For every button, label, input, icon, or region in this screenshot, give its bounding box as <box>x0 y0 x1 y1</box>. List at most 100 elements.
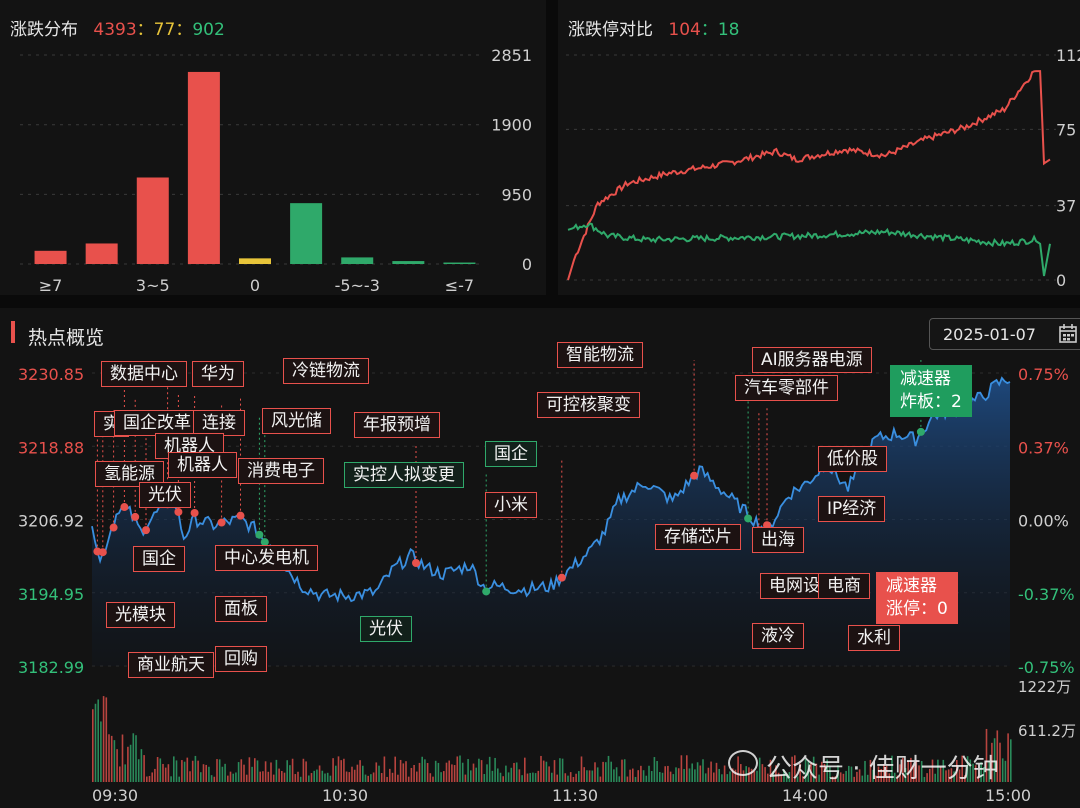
volume-bar <box>483 774 486 782</box>
volume-bar <box>772 770 774 782</box>
x-time-label: 14:00 <box>782 786 828 805</box>
hotspot-tag[interactable]: 电网设 <box>760 573 829 599</box>
hotspot-tag[interactable]: AI服务器电源 <box>752 347 872 373</box>
volume-bar <box>194 755 197 782</box>
hotspot-tag[interactable]: 国企 <box>133 546 185 572</box>
volume-bar <box>815 763 818 782</box>
x-time-label: 09:30 <box>92 786 138 805</box>
volume-bar <box>297 771 299 782</box>
hotspot-tag[interactable]: 机器人 <box>168 452 237 478</box>
hotspot-tag[interactable]: 回购 <box>215 646 267 672</box>
volume-bar <box>343 758 345 782</box>
volume-bar <box>534 773 537 782</box>
hotspot-tag[interactable]: 液冷 <box>752 623 804 649</box>
hotspot-tag[interactable]: 面板 <box>215 596 267 622</box>
calendar-icon[interactable] <box>1058 323 1078 345</box>
event-dot <box>217 518 226 527</box>
volume-bar <box>362 765 364 782</box>
volume-bar <box>731 768 734 782</box>
right-pct-tick: -0.75% <box>1018 658 1075 677</box>
volume-bar <box>232 773 234 782</box>
volume-bar <box>637 770 639 782</box>
hotspot-tag[interactable]: 光伏 <box>360 616 412 642</box>
hotspot-tag[interactable]: 年报预增 <box>354 412 440 438</box>
volume-bar <box>421 756 423 782</box>
hotspot-tag[interactable]: 光伏 <box>139 482 191 508</box>
hotspot-tag[interactable]: 消费电子 <box>238 458 324 484</box>
volume-bar <box>626 776 629 782</box>
hotspot-tag[interactable]: 商业航天 <box>128 652 214 678</box>
distribution-bar <box>136 177 169 264</box>
volume-bar <box>399 759 402 782</box>
hotspot-tag[interactable]: 电商 <box>818 573 870 599</box>
volume-bar <box>394 756 396 782</box>
reducer-broken-callout[interactable]: 减速器 炸板：2 <box>890 365 972 417</box>
event-dot <box>260 538 269 547</box>
volume-bar <box>942 759 945 782</box>
volume-bar <box>426 762 429 782</box>
volume-bar <box>102 696 105 782</box>
volume-bar <box>313 770 315 782</box>
volume-bar <box>283 772 286 782</box>
volume-bar <box>983 766 985 782</box>
volume-bar <box>105 697 108 782</box>
volume-bar <box>518 769 521 782</box>
volume-bar <box>416 771 418 782</box>
volume-bar <box>262 771 264 782</box>
volume-bar <box>1010 739 1012 782</box>
volume-bar <box>923 776 926 782</box>
volume-bar <box>669 771 672 782</box>
volume-bar <box>607 755 610 782</box>
hotspot-tag[interactable]: 数据中心 <box>101 361 187 387</box>
hotspot-tag[interactable]: 中心发电机 <box>215 545 318 571</box>
volume-bar <box>947 769 950 782</box>
hotspot-tag[interactable]: 水利 <box>848 625 900 651</box>
hotspot-tag[interactable]: 汽车零部件 <box>735 375 838 401</box>
volume-bar <box>291 758 294 782</box>
volume-bar <box>200 772 202 782</box>
volume-bar <box>181 760 183 782</box>
distribution-bar <box>443 262 476 264</box>
volume-bar <box>148 775 151 782</box>
volume-bar <box>248 757 251 782</box>
volume-bar <box>240 759 243 782</box>
volume-bar <box>407 776 410 782</box>
volume-bar <box>289 765 291 782</box>
hotspot-tag[interactable]: 低价股 <box>818 446 887 472</box>
reducer-limitup-callout[interactable]: 减速器 涨停：0 <box>876 572 958 624</box>
hotspot-tag[interactable]: 存储芯片 <box>655 524 741 550</box>
volume-bar <box>402 763 405 782</box>
volume-bar <box>108 734 110 782</box>
hotspot-tag[interactable]: 风光储 <box>262 408 331 434</box>
hotspot-tag[interactable]: IP经济 <box>818 496 886 522</box>
hotspot-tag[interactable]: 冷链物流 <box>283 358 369 384</box>
volume-bar <box>132 733 135 782</box>
hotspot-tag[interactable]: 智能物流 <box>557 342 643 368</box>
volume-bar <box>156 757 159 782</box>
volume-bar <box>375 762 378 782</box>
callout-line-1: 减速器 <box>886 576 937 596</box>
volume-bar <box>653 757 656 782</box>
volume-bar <box>391 772 394 782</box>
hotspot-tag[interactable]: 国企 <box>485 441 537 467</box>
volume-bar <box>224 763 226 782</box>
hotspot-tag[interactable]: 小米 <box>485 492 537 518</box>
volume-bar <box>189 771 191 782</box>
date-picker[interactable]: 2025-01-07 <box>929 318 1080 350</box>
volume-bar <box>799 763 801 782</box>
hotspot-tag[interactable]: 出海 <box>752 527 804 553</box>
volume-bar <box>162 763 164 782</box>
left-price-tick: 3218.88 <box>18 438 84 457</box>
distribution-bar <box>239 258 271 264</box>
volume-bar <box>575 773 577 782</box>
left-price-tick: 3206.92 <box>18 512 84 531</box>
hotspot-tag[interactable]: 实控人拟变更 <box>344 462 464 488</box>
volume-bar <box>443 771 445 782</box>
volume-bar <box>883 764 885 782</box>
volume-bar <box>100 721 102 782</box>
hotspot-tag[interactable]: 连接 <box>193 410 245 436</box>
hotspot-tag[interactable]: 华为 <box>192 361 244 387</box>
sep-2: ： <box>175 20 193 40</box>
hotspot-tag[interactable]: 光模块 <box>106 602 175 628</box>
hotspot-tag[interactable]: 可控核聚变 <box>537 392 640 418</box>
